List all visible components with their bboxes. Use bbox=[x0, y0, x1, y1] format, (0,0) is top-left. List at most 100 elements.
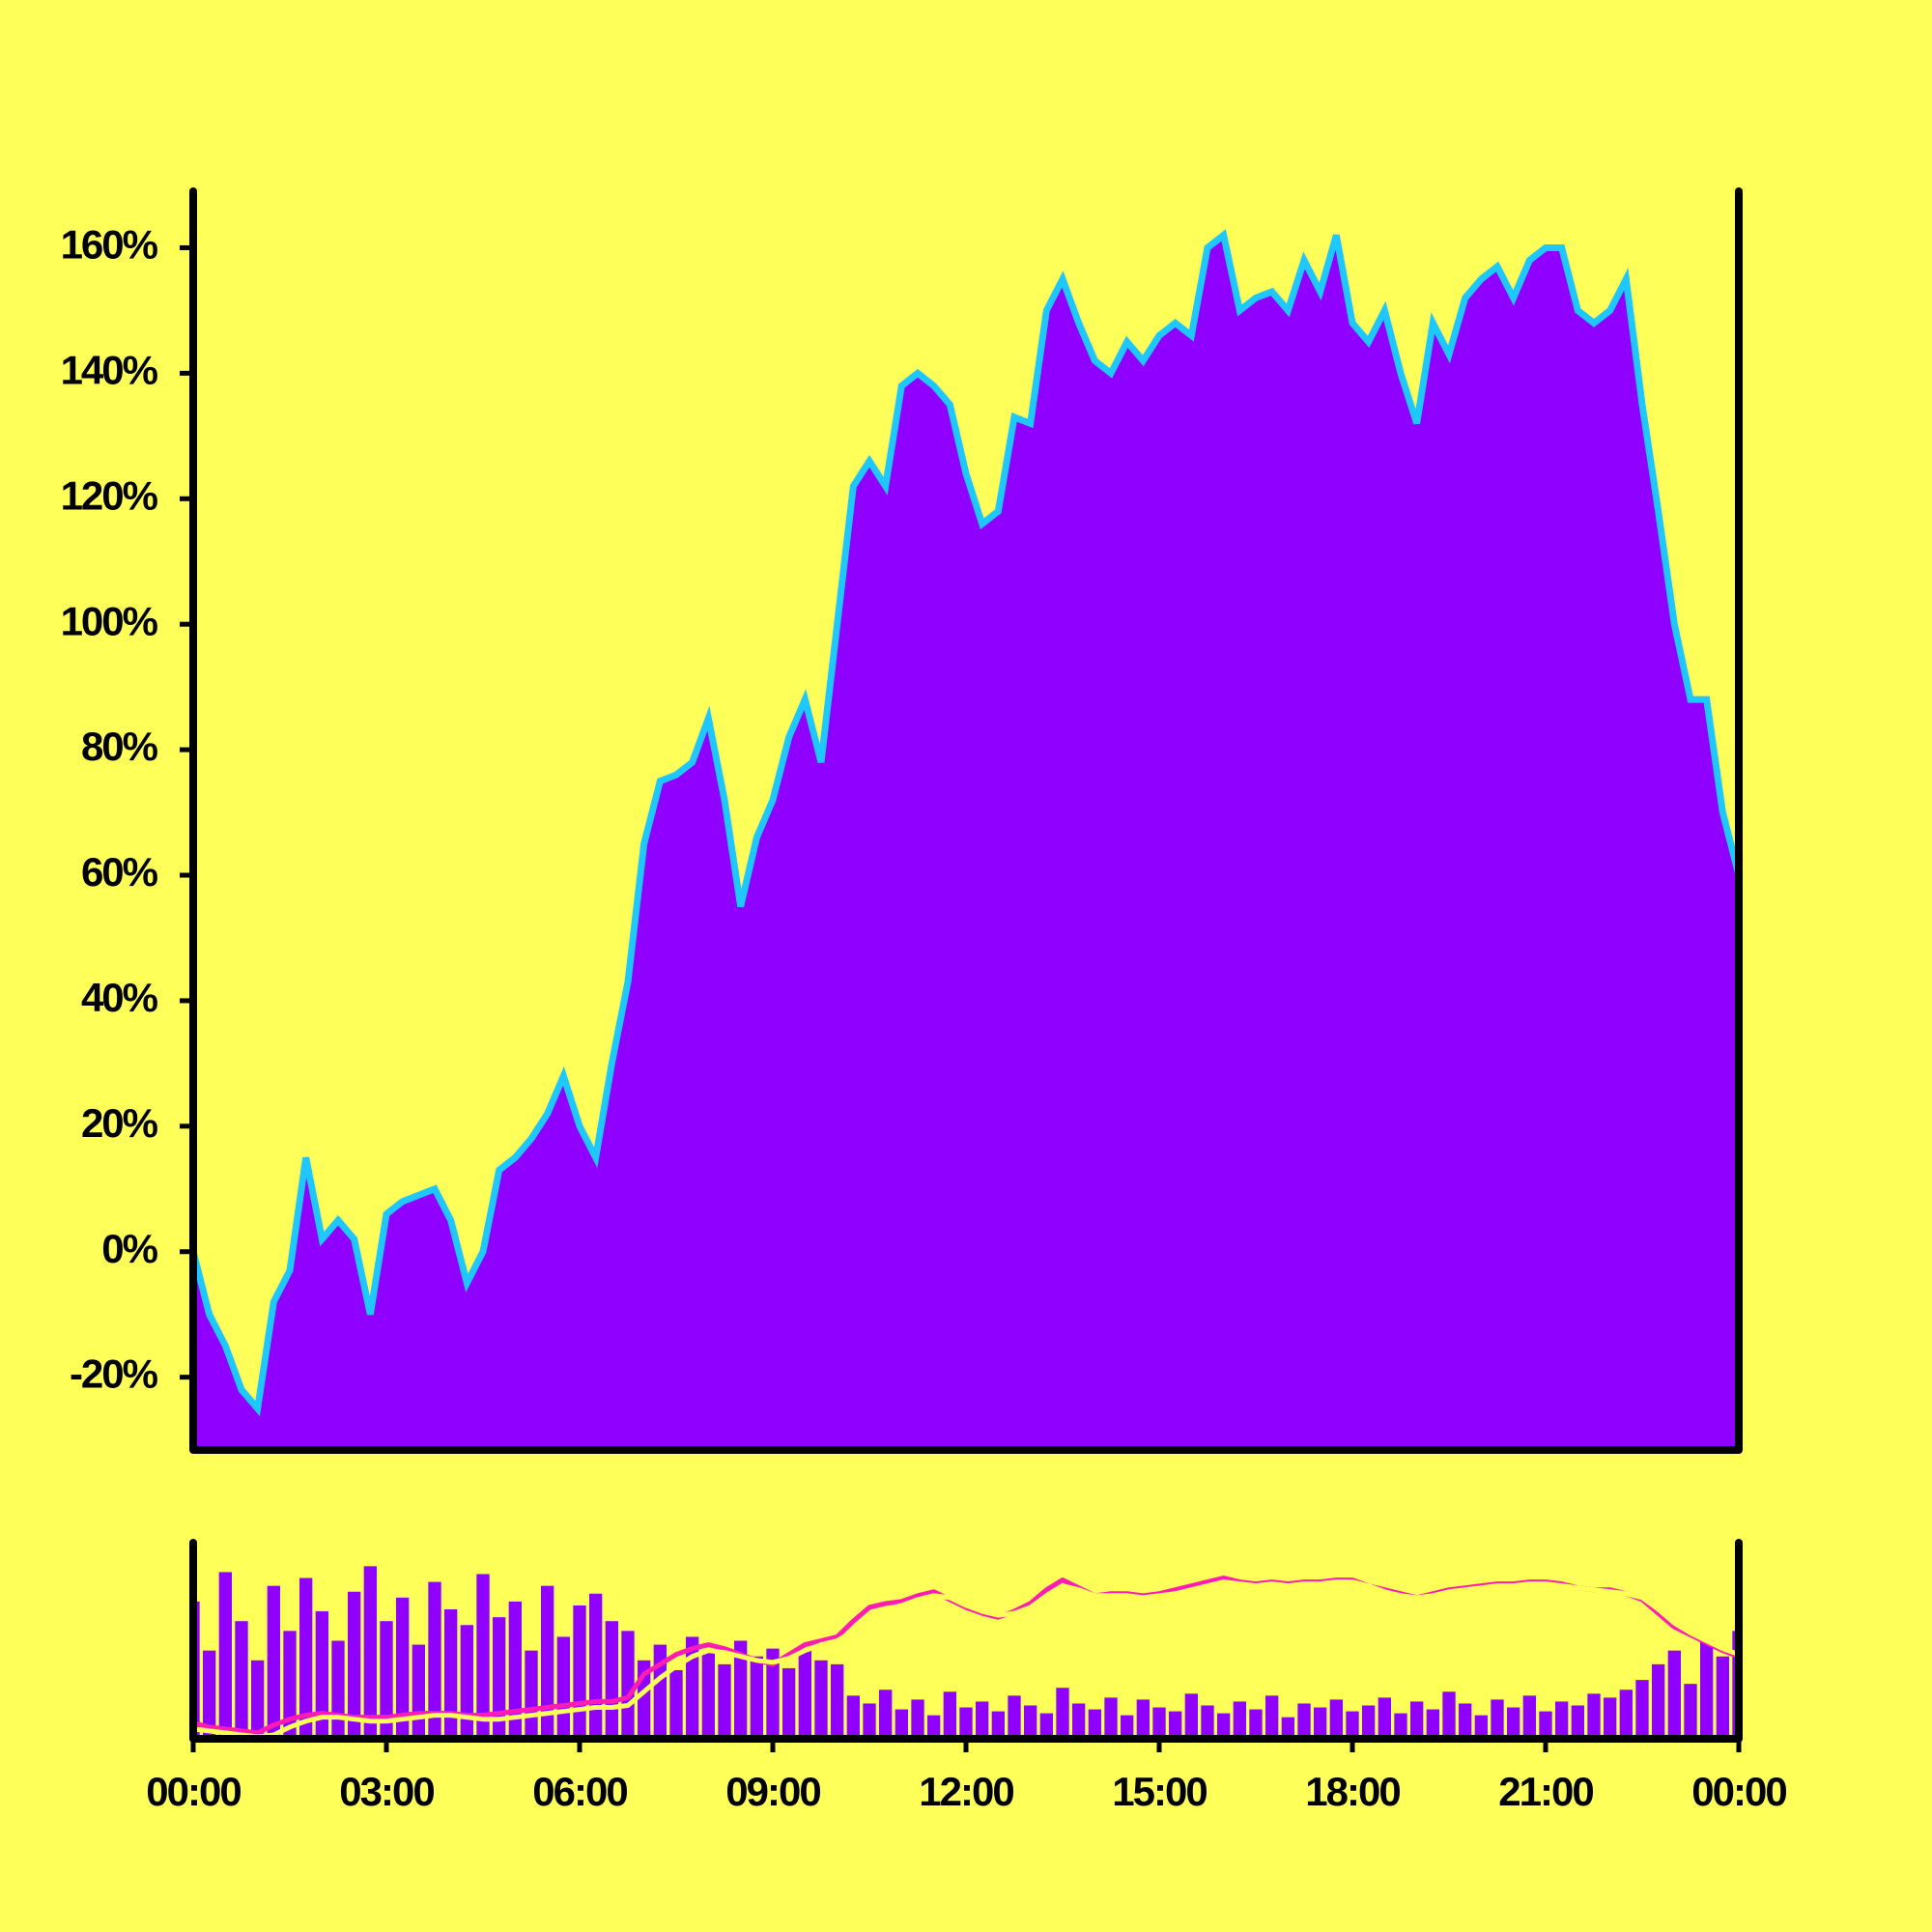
line bbox=[192, 1579, 1740, 1740]
bar bbox=[766, 1648, 780, 1739]
bar bbox=[251, 1660, 265, 1739]
bar bbox=[1329, 1699, 1343, 1739]
bar bbox=[1459, 1703, 1472, 1739]
bar bbox=[541, 1585, 554, 1739]
y-tick-label: 20% bbox=[81, 1100, 158, 1146]
bar bbox=[1056, 1688, 1069, 1739]
bar bbox=[831, 1663, 844, 1739]
bar bbox=[863, 1703, 876, 1739]
bar bbox=[556, 1636, 570, 1739]
bar bbox=[879, 1690, 893, 1739]
x-tick-label: 06:00 bbox=[532, 1769, 627, 1814]
axis-frame bbox=[189, 187, 1743, 1454]
bar bbox=[1700, 1640, 1714, 1739]
bar bbox=[1281, 1717, 1294, 1739]
x-tick-label: 03:00 bbox=[339, 1769, 434, 1814]
bar bbox=[718, 1663, 731, 1739]
bar bbox=[1491, 1699, 1504, 1739]
bar bbox=[1201, 1705, 1214, 1739]
bar bbox=[1024, 1705, 1037, 1739]
bar bbox=[750, 1656, 763, 1739]
bar bbox=[1604, 1697, 1617, 1739]
y-tick-label: 80% bbox=[81, 724, 158, 769]
bar bbox=[734, 1640, 748, 1739]
bar bbox=[943, 1691, 956, 1739]
bar bbox=[1104, 1697, 1118, 1739]
bar bbox=[1667, 1650, 1681, 1739]
bar bbox=[525, 1650, 538, 1739]
bar bbox=[1474, 1715, 1488, 1739]
bar bbox=[1442, 1691, 1456, 1739]
bar bbox=[1169, 1711, 1182, 1739]
bar bbox=[1716, 1656, 1729, 1739]
bar bbox=[1410, 1701, 1424, 1739]
bar bbox=[589, 1593, 603, 1739]
bar bbox=[911, 1699, 924, 1739]
x-tick-label: 15:00 bbox=[1112, 1769, 1207, 1814]
bar bbox=[1184, 1693, 1198, 1739]
y-tick-label: 120% bbox=[61, 472, 158, 518]
bar bbox=[573, 1605, 586, 1739]
bar bbox=[1394, 1713, 1407, 1739]
y-tick-label: -20% bbox=[70, 1351, 158, 1397]
bar bbox=[621, 1631, 635, 1739]
bar bbox=[701, 1652, 715, 1739]
bar bbox=[476, 1574, 490, 1739]
bar bbox=[1587, 1693, 1601, 1739]
x-tick-label: 00:00 bbox=[1691, 1769, 1786, 1814]
x-tick-label: 21:00 bbox=[1498, 1769, 1593, 1814]
x-tick-label: 09:00 bbox=[725, 1769, 820, 1814]
bar bbox=[1008, 1695, 1021, 1739]
x-tick-label: 18:00 bbox=[1305, 1769, 1400, 1814]
bar bbox=[203, 1650, 216, 1739]
bar bbox=[460, 1625, 473, 1739]
bar bbox=[1039, 1713, 1053, 1739]
bar bbox=[1136, 1699, 1150, 1739]
bar bbox=[299, 1577, 313, 1739]
y-tick-label: 60% bbox=[81, 849, 158, 895]
x-tick-label: 12:00 bbox=[919, 1769, 1013, 1814]
y-tick-label: 40% bbox=[81, 975, 158, 1020]
axis-frame bbox=[189, 1539, 1743, 1743]
bar bbox=[218, 1572, 232, 1739]
bar bbox=[959, 1707, 973, 1739]
bar bbox=[782, 1667, 796, 1739]
bar bbox=[1362, 1705, 1376, 1739]
bar bbox=[798, 1650, 811, 1739]
bar bbox=[267, 1585, 280, 1739]
bar bbox=[444, 1609, 458, 1739]
bar bbox=[1619, 1690, 1633, 1739]
y-tick-label: 100% bbox=[61, 598, 158, 643]
area-line bbox=[189, 229, 1743, 1417]
bar bbox=[895, 1709, 908, 1739]
bar bbox=[1217, 1713, 1231, 1739]
bar bbox=[348, 1591, 361, 1739]
bar bbox=[605, 1621, 618, 1739]
bar bbox=[1233, 1701, 1246, 1739]
bar bbox=[846, 1695, 860, 1739]
bar bbox=[1088, 1709, 1101, 1739]
bar bbox=[1539, 1711, 1552, 1739]
bar bbox=[508, 1601, 522, 1739]
bar bbox=[283, 1631, 297, 1739]
bar bbox=[412, 1644, 425, 1739]
bar bbox=[1152, 1707, 1166, 1739]
bar bbox=[1121, 1715, 1134, 1739]
bar bbox=[1297, 1703, 1311, 1739]
bar bbox=[1652, 1663, 1665, 1739]
bar bbox=[363, 1566, 377, 1739]
bar bbox=[991, 1711, 1005, 1739]
bar bbox=[380, 1621, 393, 1739]
bar bbox=[1522, 1695, 1536, 1739]
bar bbox=[1507, 1707, 1520, 1739]
bar bbox=[927, 1715, 941, 1739]
bar bbox=[669, 1669, 683, 1739]
bar bbox=[686, 1636, 699, 1739]
bar bbox=[331, 1640, 345, 1739]
y-tick-label: 140% bbox=[61, 347, 158, 392]
bar bbox=[1346, 1711, 1359, 1739]
bar bbox=[1555, 1701, 1569, 1739]
bar bbox=[1684, 1684, 1697, 1739]
